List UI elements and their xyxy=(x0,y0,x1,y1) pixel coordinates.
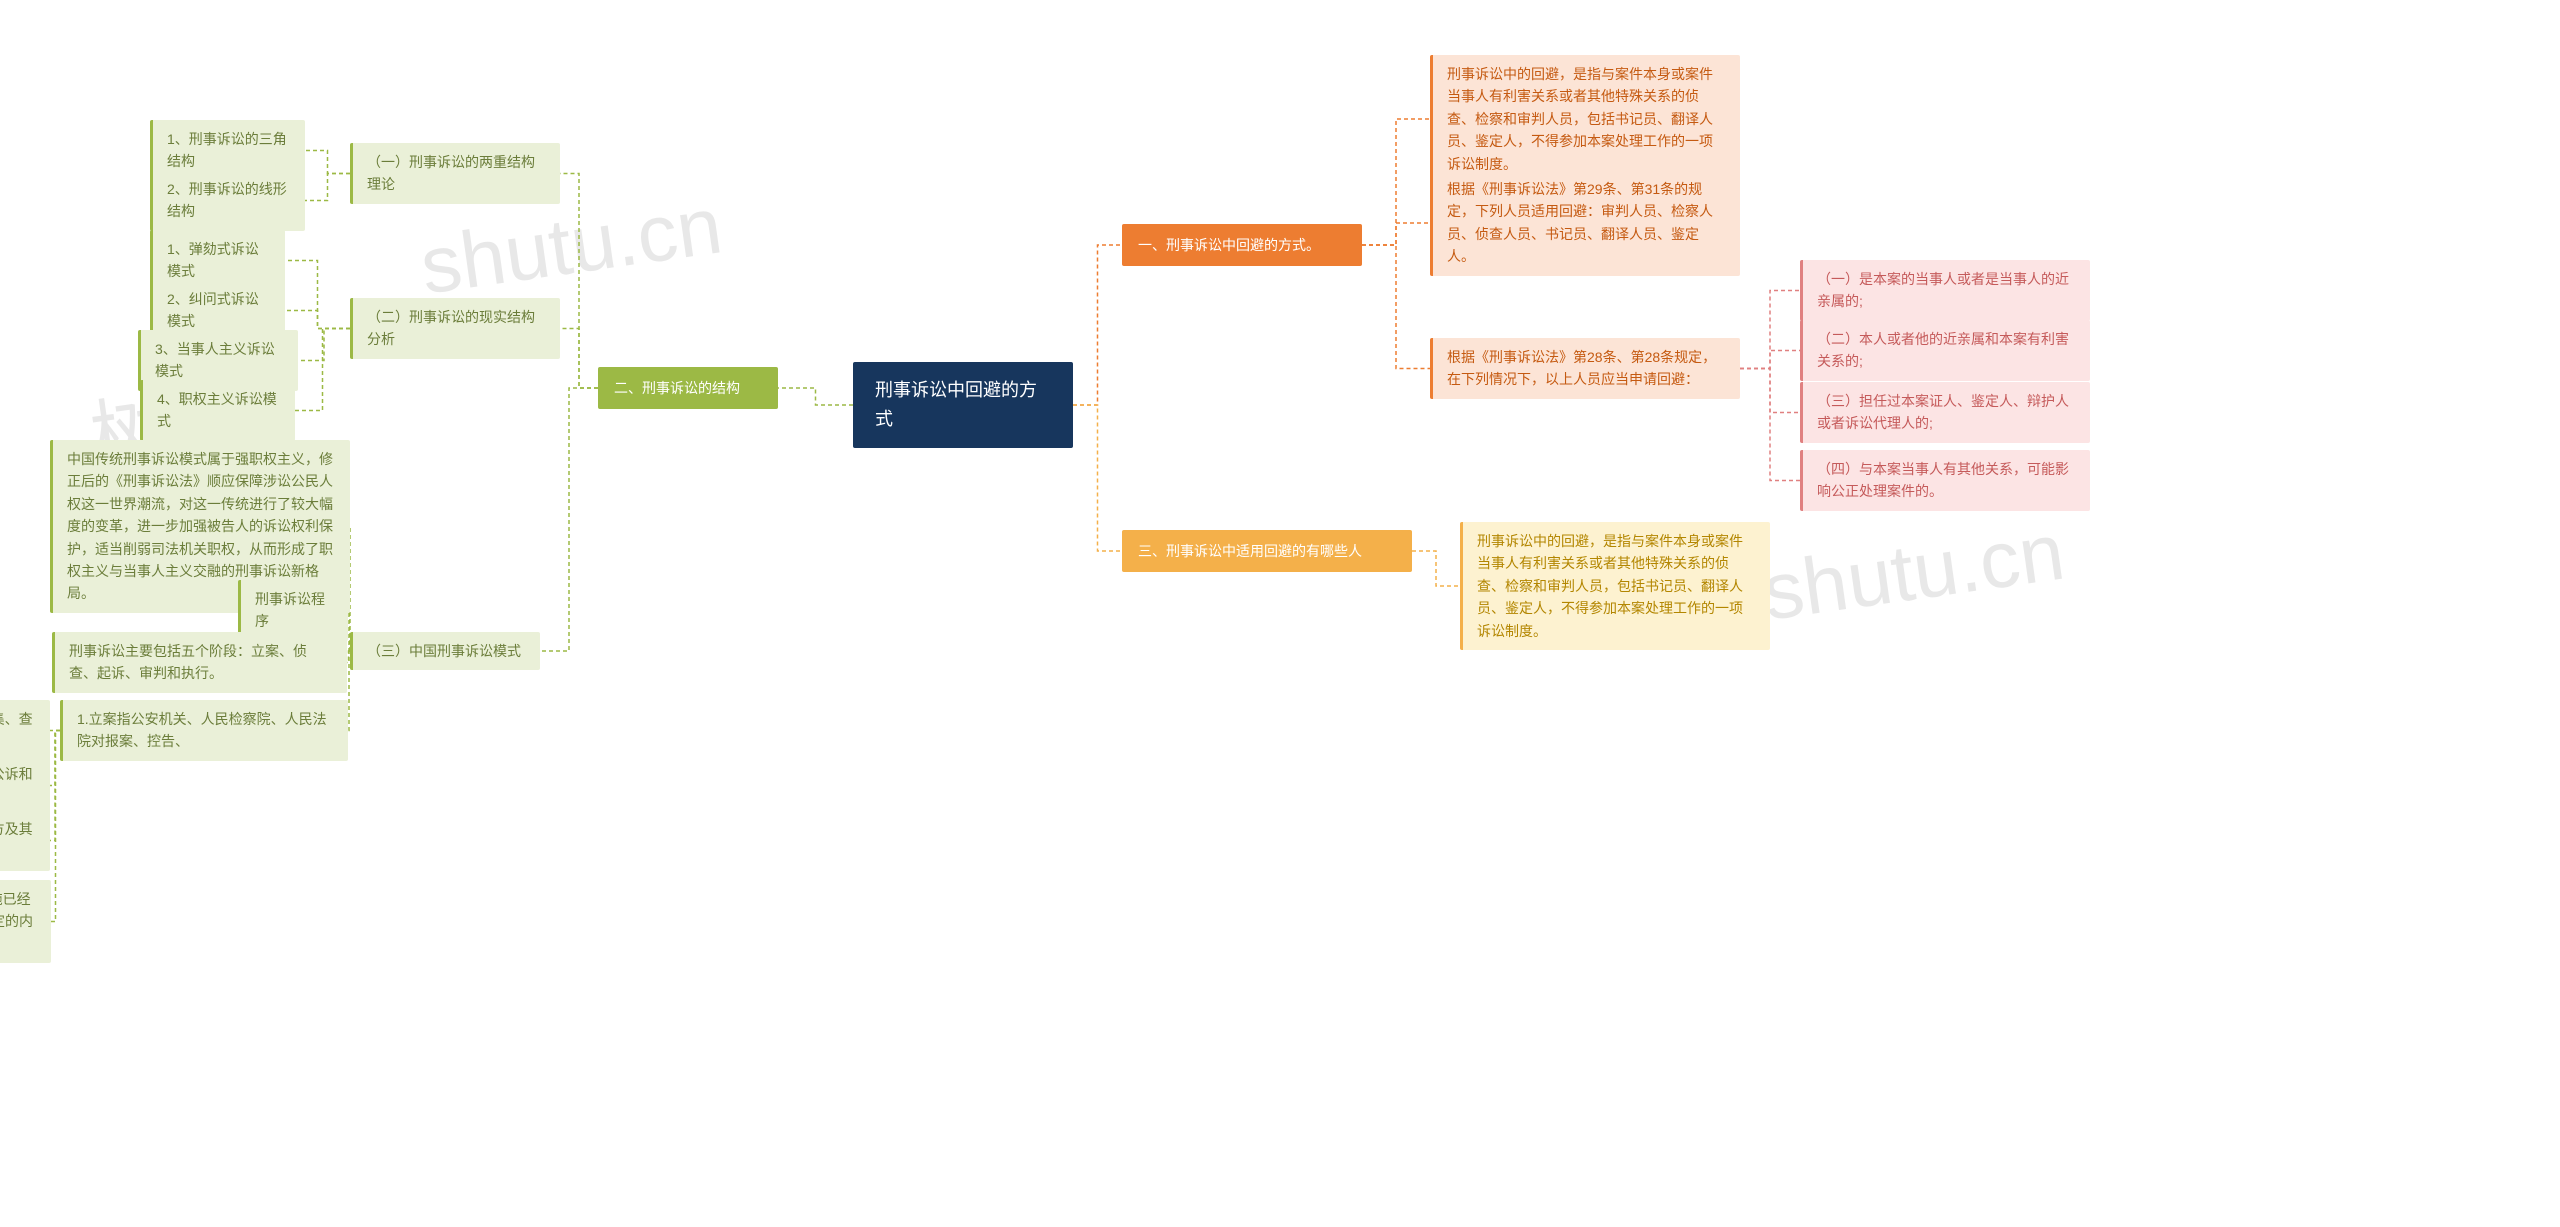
node-g3d1[interactable]: 2 侦查指由特定的司法机关为收集、查明、 xyxy=(0,700,50,761)
node-l3b[interactable]: （二）本人或者他的近亲属和本案有利害关系的; xyxy=(1800,320,2090,381)
node-l1[interactable]: 刑事诉讼中的回避，是指与案件本身或案件当事人有利害关系或者其他特殊关系的侦查、检… xyxy=(1430,55,1740,183)
node-g3d2[interactable]: 3 起诉有两种，包括公诉和自诉 xyxy=(0,755,50,816)
node-l4[interactable]: 刑事诉讼中的回避，是指与案件本身或案件当事人有利害关系或者其他特殊关系的侦查、检… xyxy=(1460,522,1770,650)
node-g2[interactable]: （二）刑事诉讼的现实结构分析 xyxy=(350,298,560,359)
node-l3d[interactable]: （四）与本案当事人有其他关系，可能影响公正处理案件的。 xyxy=(1800,450,2090,511)
node-g3[interactable]: （三）中国刑事诉讼模式 xyxy=(350,632,540,670)
node-g1b[interactable]: 2、刑事诉讼的线形结构 xyxy=(150,170,305,231)
node-g2d[interactable]: 4、职权主义诉讼模式 xyxy=(140,380,295,441)
root-node[interactable]: 刑事诉讼中回避的方式 xyxy=(853,362,1073,448)
node-l3a[interactable]: （一）是本案的当事人或者是当事人的近亲属的; xyxy=(1800,260,2090,321)
node-b2[interactable]: 二、刑事诉讼的结构 xyxy=(598,367,778,409)
node-l2[interactable]: 根据《刑事诉讼法》第29条、第31条的规定，下列人员适用回避：审判人员、检察人员… xyxy=(1430,170,1740,276)
node-l3c[interactable]: （三）担任过本案证人、鉴定人、辩护人或者诉讼代理人的; xyxy=(1800,382,2090,443)
node-g1[interactable]: （一）刑事诉讼的两重结构理论 xyxy=(350,143,560,204)
node-b1[interactable]: 一、刑事诉讼中回避的方式。 xyxy=(1122,224,1362,266)
node-g3c[interactable]: 刑事诉讼主要包括五个阶段：立案、侦查、起诉、审判和执行。 xyxy=(52,632,347,693)
node-g3d3[interactable]: 4 审判是指人民法院在控、辩双方及其他诉讼参与人参加下 xyxy=(0,810,50,871)
node-b3[interactable]: 三、刑事诉讼中适用回避的有哪些人 xyxy=(1122,530,1412,572)
node-g3d[interactable]: 1.立案指公安机关、人民检察院、人民法院对报案、控告、 xyxy=(60,700,348,761)
node-l3[interactable]: 根据《刑事诉讼法》第28条、第28条规定，在下列情况下，以上人员应当申请回避： xyxy=(1430,338,1740,399)
node-g3d4[interactable]: 5 执行则指刑事执行机关为了实施已经发生法律效力的判决和裁定所确定的内容而进行的… xyxy=(0,880,51,963)
